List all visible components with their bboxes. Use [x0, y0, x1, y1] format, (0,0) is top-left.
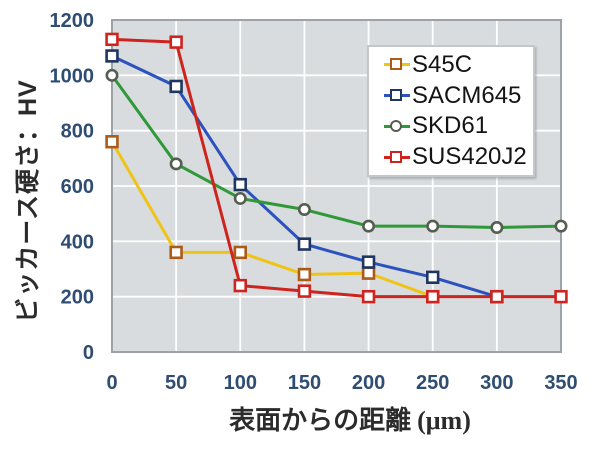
square-marker-icon [384, 58, 410, 72]
square-marker-icon [384, 150, 410, 164]
circle-marker-icon [384, 119, 410, 133]
x-tick-label: 50 [165, 372, 187, 394]
series-line-SKD61 [110, 74, 562, 229]
marker-SACM645 [426, 270, 440, 284]
legend-marker-sample [390, 119, 402, 132]
x-tick-label: 300 [480, 372, 513, 394]
y-tick-label: 1000 [50, 65, 95, 87]
legend-marker-sample [390, 58, 402, 71]
legend-item-SKD61: SKD61 [384, 111, 531, 141]
marker-S45C [233, 245, 247, 260]
marker-SUS420J2 [233, 278, 247, 293]
x-axis-title: 表面からの距離 (μm) [100, 403, 600, 437]
marker-SUS420J2 [554, 289, 568, 304]
marker-S45C [297, 267, 312, 282]
legend-label: SKD61 [412, 112, 489, 140]
x-tick-label: 250 [416, 372, 449, 394]
x-tick-label: 100 [224, 372, 257, 394]
marker-S45C [105, 135, 119, 149]
x-axis-unit: (μm) [417, 406, 471, 435]
marker-SKD61 [297, 203, 311, 217]
y-axis-title: ビッカース硬さ：HV [14, 79, 42, 323]
marker-SKD61 [554, 219, 568, 233]
marker-SUS420J2 [426, 289, 440, 304]
legend-item-S45C: S45C [384, 50, 531, 80]
y-tick-label: 800 [61, 121, 94, 143]
marker-S45C [169, 245, 183, 260]
marker-SACM645 [105, 49, 119, 63]
legend-item-SUS420J2: SUS420J2 [384, 142, 531, 172]
marker-SACM645 [233, 177, 247, 192]
x-tick-label: 150 [288, 372, 321, 394]
marker-SUS420J2 [297, 284, 312, 298]
marker-SACM645 [361, 255, 376, 269]
y-tick-label: 400 [61, 231, 94, 253]
x-tick-label: 350 [544, 372, 577, 394]
marker-SUS420J2 [361, 289, 376, 304]
square-marker-icon [384, 89, 410, 103]
y-tick-label: 600 [61, 176, 94, 198]
series-line-SUS420J2 [111, 37, 561, 299]
marker-S45C [361, 266, 376, 280]
series-line-S45C [110, 140, 434, 299]
marker-SKD61 [490, 221, 504, 235]
x-tick-label: 0 [106, 372, 117, 394]
plot-border [111, 19, 562, 353]
y-tick-label: 0 [83, 342, 94, 364]
y-tick-label: 200 [61, 287, 94, 309]
legend-label: S45C [412, 50, 473, 78]
marker-SUS420J2 [105, 32, 119, 47]
legend: S45C SACM645 SKD61 SUS420J2 [367, 45, 535, 177]
legend-marker-sample [390, 89, 402, 102]
marker-SKD61 [362, 219, 376, 233]
marker-SUS420J2 [169, 35, 183, 49]
legend-label: SACM645 [412, 81, 522, 109]
marker-SUS420J2 [490, 289, 504, 304]
legend-label: SUS420J2 [412, 143, 527, 171]
x-tick-label: 200 [352, 372, 385, 394]
marker-SACM645 [297, 237, 312, 251]
marker-SKD61 [169, 157, 183, 171]
marker-SKD61 [233, 191, 247, 205]
y-tick-label: 1200 [50, 10, 95, 32]
legend-item-SACM645: SACM645 [384, 81, 531, 111]
marker-SKD61 [105, 68, 119, 82]
x-axis-title-text: 表面からの距離 [229, 405, 412, 435]
marker-SACM645 [169, 79, 183, 94]
marker-SKD61 [426, 219, 440, 233]
legend-marker-sample [390, 150, 402, 163]
